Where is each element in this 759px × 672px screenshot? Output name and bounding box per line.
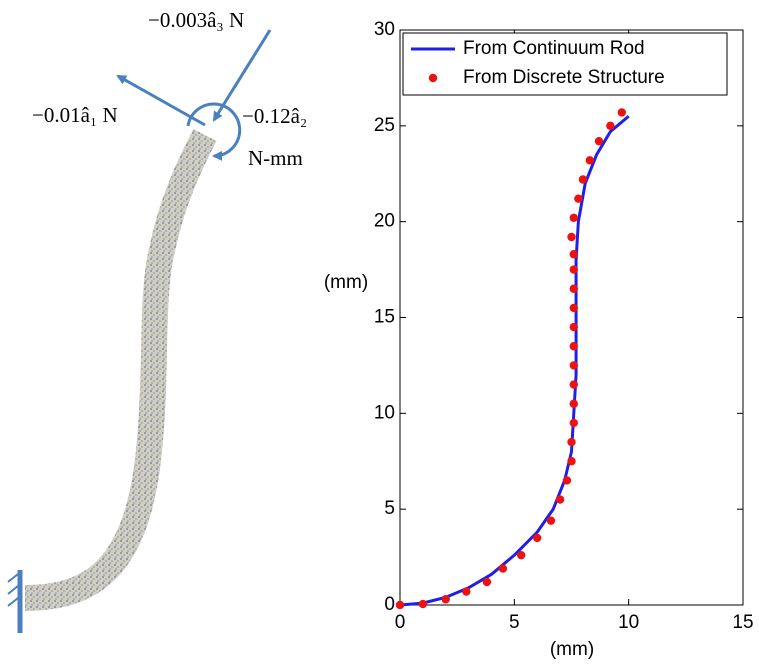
- marker: [569, 265, 578, 274]
- marker: [569, 303, 578, 313]
- marker: [562, 476, 572, 485]
- y-tick-label: 25: [374, 115, 395, 136]
- marker: [569, 284, 578, 293]
- legend-marker: [428, 73, 438, 83]
- y-tick-label: 5: [384, 498, 395, 519]
- marker: [555, 495, 565, 504]
- marker: [569, 322, 578, 332]
- marker: [569, 361, 578, 370]
- marker: [462, 587, 471, 596]
- marker: [516, 550, 526, 560]
- x-tick-label: 0: [395, 612, 406, 633]
- marker: [569, 399, 578, 408]
- plot-area: [399, 29, 744, 606]
- marker: [482, 577, 492, 587]
- marker: [594, 136, 604, 146]
- marker: [395, 600, 405, 610]
- marker: [498, 564, 508, 573]
- marker: [569, 418, 578, 428]
- y-tick-label: 15: [374, 307, 395, 328]
- annotation: −0.12â₂: [242, 104, 307, 128]
- plot: 0 5 10 15 0 5 10 15 20 25 30 (mm) (mm) From Continuum…: [324, 19, 754, 660]
- marker: [567, 232, 576, 242]
- y-tick-label: 30: [374, 19, 395, 40]
- legend-label: From Discrete Structure: [463, 67, 665, 88]
- rod: [24, 129, 217, 611]
- x-tick-label: 10: [618, 612, 639, 633]
- marker: [546, 516, 556, 525]
- legend-label: From Continuum Rod: [463, 38, 645, 59]
- y-axis-label: (mm): [324, 272, 368, 293]
- marker: [585, 156, 594, 165]
- legend: [402, 32, 728, 96]
- y-tick-label: 20: [374, 211, 395, 232]
- marker: [567, 437, 576, 447]
- marker: [567, 457, 576, 466]
- marker: [418, 599, 428, 609]
- annotation: −0.003â₃ N: [148, 8, 244, 32]
- wall-hatch: [7, 573, 19, 607]
- marker: [569, 213, 578, 223]
- marker: [569, 380, 578, 389]
- y-tick-label: 0: [384, 594, 395, 615]
- moment-a2: [186, 102, 242, 161]
- x-axis-label: (mm): [550, 639, 594, 660]
- illustration: −0.003â₃ N −0.01â₁ N −0.12â₂ N-mm: [7, 8, 307, 633]
- annotation: N-mm: [248, 146, 303, 170]
- marker: [569, 250, 578, 259]
- marker: [617, 108, 627, 117]
- x-tick-label: 5: [509, 612, 520, 633]
- x-tick-label: 15: [732, 612, 753, 633]
- marker: [569, 342, 578, 351]
- marker: [578, 175, 588, 184]
- marker: [574, 194, 583, 203]
- y-tick-label: 10: [374, 402, 395, 423]
- annotation: −0.01â₁ N: [32, 103, 118, 127]
- line: [399, 115, 630, 607]
- marker: [606, 121, 615, 131]
- marker: [441, 595, 450, 604]
- marker: [533, 533, 542, 543]
